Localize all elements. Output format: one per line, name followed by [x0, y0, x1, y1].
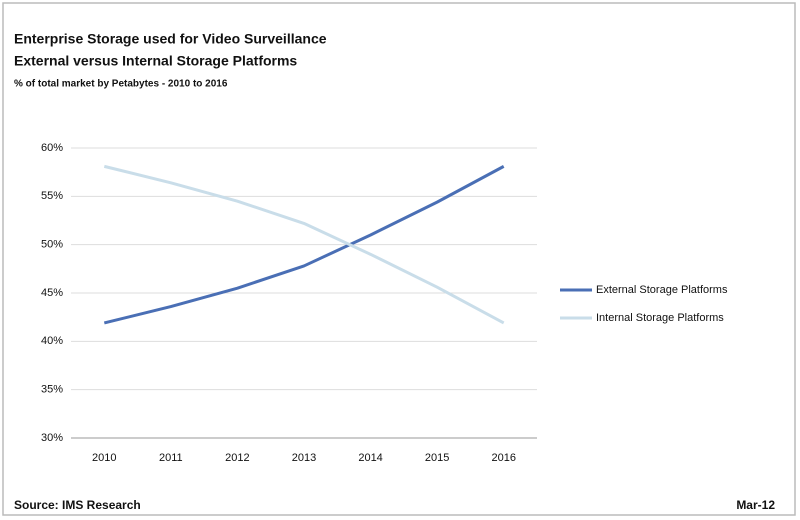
series-line	[103, 164, 505, 325]
chart-caption: % of total market by Petabytes - 2010 to…	[14, 79, 228, 90]
y-tick-label: 35%	[41, 384, 63, 396]
x-tick-label: 2016	[491, 452, 515, 464]
x-tick-label: 2015	[425, 452, 449, 464]
legend-label: External Storage Platforms	[596, 284, 728, 296]
legend-label: Internal Storage Platforms	[596, 312, 724, 324]
y-tick-label: 50%	[41, 239, 63, 251]
y-tick-label: 55%	[41, 190, 63, 202]
x-tick-label: 2010	[92, 452, 116, 464]
chart-title: Enterprise Storage used for Video Survei…	[14, 31, 327, 47]
chart-subtitle: External versus Internal Storage Platfor…	[14, 53, 297, 69]
source: Source: IMS Research	[14, 498, 141, 512]
x-tick-label: 2011	[159, 452, 183, 464]
y-tick-label: 45%	[41, 287, 63, 299]
date: Mar-12	[736, 498, 775, 512]
series-line	[103, 165, 505, 325]
y-tick-label: 60%	[41, 142, 63, 154]
x-tick-label: 2014	[358, 452, 382, 464]
x-tick-label: 2012	[225, 452, 249, 464]
x-tick-label: 2013	[292, 452, 316, 464]
y-tick-label: 30%	[41, 432, 63, 444]
y-tick-label: 40%	[41, 335, 63, 347]
